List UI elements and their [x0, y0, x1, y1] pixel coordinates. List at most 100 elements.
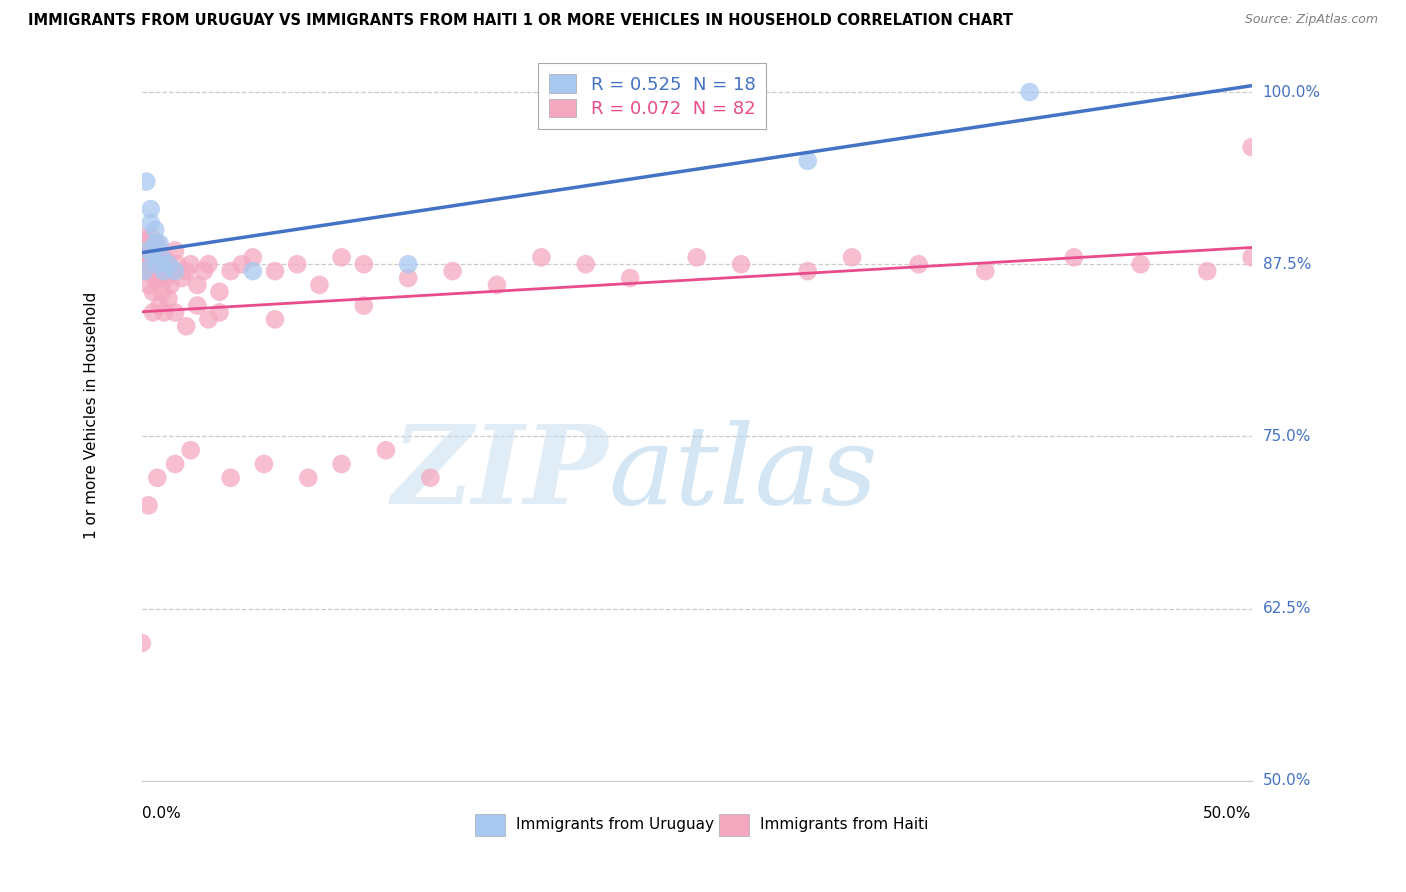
- Point: [139, 216, 162, 230]
- Point: [146, 257, 169, 271]
- Point: [396, 271, 419, 285]
- Point: [419, 471, 441, 485]
- Point: [1240, 140, 1263, 154]
- Text: 1 or more Vehicles in Household: 1 or more Vehicles in Household: [84, 293, 100, 540]
- Point: [142, 251, 165, 265]
- Point: [330, 251, 353, 265]
- Point: [170, 271, 193, 285]
- Point: [142, 244, 165, 258]
- Point: [441, 264, 464, 278]
- Point: [1129, 257, 1152, 271]
- Point: [153, 264, 176, 278]
- Text: 50.0%: 50.0%: [1204, 805, 1251, 821]
- Point: [174, 319, 197, 334]
- Point: [146, 471, 169, 485]
- Point: [138, 244, 160, 258]
- Point: [242, 264, 264, 278]
- Point: [157, 257, 180, 271]
- Point: [730, 257, 752, 271]
- Point: [149, 299, 172, 313]
- Point: [165, 457, 187, 471]
- Point: [165, 305, 187, 319]
- Point: [308, 277, 330, 292]
- Point: [796, 264, 818, 278]
- Point: [180, 257, 202, 271]
- Point: [841, 251, 863, 265]
- Point: [132, 264, 155, 278]
- Point: [143, 251, 166, 265]
- Point: [153, 305, 176, 319]
- Point: [253, 457, 276, 471]
- Point: [208, 285, 231, 299]
- Point: [143, 223, 166, 237]
- Point: [138, 236, 160, 251]
- Point: [150, 285, 173, 299]
- Point: [139, 257, 162, 271]
- Text: 50.0%: 50.0%: [1263, 773, 1310, 789]
- Text: Source: ZipAtlas.com: Source: ZipAtlas.com: [1244, 13, 1378, 27]
- Point: [686, 251, 709, 265]
- Point: [186, 299, 208, 313]
- Text: 75.0%: 75.0%: [1263, 429, 1310, 444]
- Point: [796, 153, 818, 168]
- Point: [135, 175, 157, 189]
- Point: [139, 229, 162, 244]
- Point: [353, 299, 375, 313]
- Point: [264, 264, 287, 278]
- Point: [157, 257, 180, 271]
- Point: [138, 277, 160, 292]
- Point: [1240, 251, 1263, 265]
- Text: 62.5%: 62.5%: [1263, 601, 1312, 616]
- Point: [165, 264, 187, 278]
- Point: [159, 277, 181, 292]
- FancyBboxPatch shape: [718, 814, 749, 836]
- Point: [132, 251, 155, 265]
- Point: [285, 257, 308, 271]
- FancyBboxPatch shape: [475, 814, 505, 836]
- Point: [146, 236, 169, 251]
- Point: [974, 264, 997, 278]
- Point: [139, 202, 162, 216]
- Point: [1063, 251, 1085, 265]
- Point: [143, 236, 166, 251]
- Text: 87.5%: 87.5%: [1263, 257, 1310, 272]
- Point: [219, 471, 242, 485]
- Point: [149, 236, 172, 251]
- Point: [619, 271, 641, 285]
- Point: [186, 277, 208, 292]
- Point: [150, 251, 173, 265]
- Point: [142, 285, 165, 299]
- Point: [142, 305, 165, 319]
- Point: [153, 251, 176, 265]
- Point: [353, 257, 375, 271]
- Point: [180, 443, 202, 458]
- Point: [530, 251, 553, 265]
- Text: Immigrants from Uruguay: Immigrants from Uruguay: [516, 817, 714, 832]
- Legend: R = 0.525  N = 18, R = 0.072  N = 82: R = 0.525 N = 18, R = 0.072 N = 82: [538, 63, 766, 129]
- Point: [575, 257, 598, 271]
- Text: 100.0%: 100.0%: [1263, 85, 1320, 100]
- Point: [197, 312, 219, 326]
- Point: [149, 251, 172, 265]
- Text: IMMIGRANTS FROM URUGUAY VS IMMIGRANTS FROM HAITI 1 OR MORE VEHICLES IN HOUSEHOLD: IMMIGRANTS FROM URUGUAY VS IMMIGRANTS FR…: [28, 13, 1014, 29]
- Point: [143, 271, 166, 285]
- Point: [174, 264, 197, 278]
- Point: [138, 251, 160, 265]
- Point: [396, 257, 419, 271]
- Point: [165, 244, 187, 258]
- Point: [135, 257, 157, 271]
- Point: [162, 264, 184, 278]
- Point: [231, 257, 253, 271]
- Point: [1018, 85, 1040, 99]
- Point: [135, 264, 157, 278]
- Point: [197, 257, 219, 271]
- Point: [155, 271, 177, 285]
- Point: [485, 277, 508, 292]
- Point: [157, 292, 180, 306]
- Text: 0.0%: 0.0%: [142, 805, 180, 821]
- Point: [907, 257, 929, 271]
- Point: [153, 264, 176, 278]
- Point: [131, 636, 153, 650]
- Text: ZIP: ZIP: [391, 420, 607, 528]
- Point: [193, 264, 215, 278]
